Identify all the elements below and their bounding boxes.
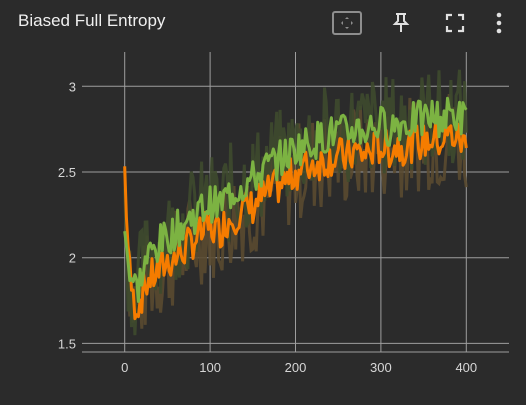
x-tick-label: 0 [121,360,128,375]
y-tick-label: 3 [69,79,76,94]
card-toolbar [320,8,516,38]
fit-domain-button[interactable] [320,8,374,38]
more-vert-icon [496,12,502,34]
x-tick-label: 400 [455,360,477,375]
more-options-button[interactable] [482,8,516,38]
fullscreen-icon [445,13,465,33]
fit-domain-icon [332,11,362,35]
series-1-raw-line [123,69,468,336]
series-1-line[interactable] [123,96,468,303]
x-tick-label: 200 [285,360,307,375]
pin-icon [392,13,410,32]
chart-title: Biased Full Entropy [18,11,166,30]
y-tick-label: 2 [69,251,76,266]
x-tick-label: 100 [199,360,221,375]
y-tick-label: 1.5 [58,336,76,351]
fullscreen-button[interactable] [428,8,482,38]
x-tick-label: 300 [370,360,392,375]
pin-button[interactable] [374,8,428,38]
y-tick-label: 2.5 [58,165,76,180]
